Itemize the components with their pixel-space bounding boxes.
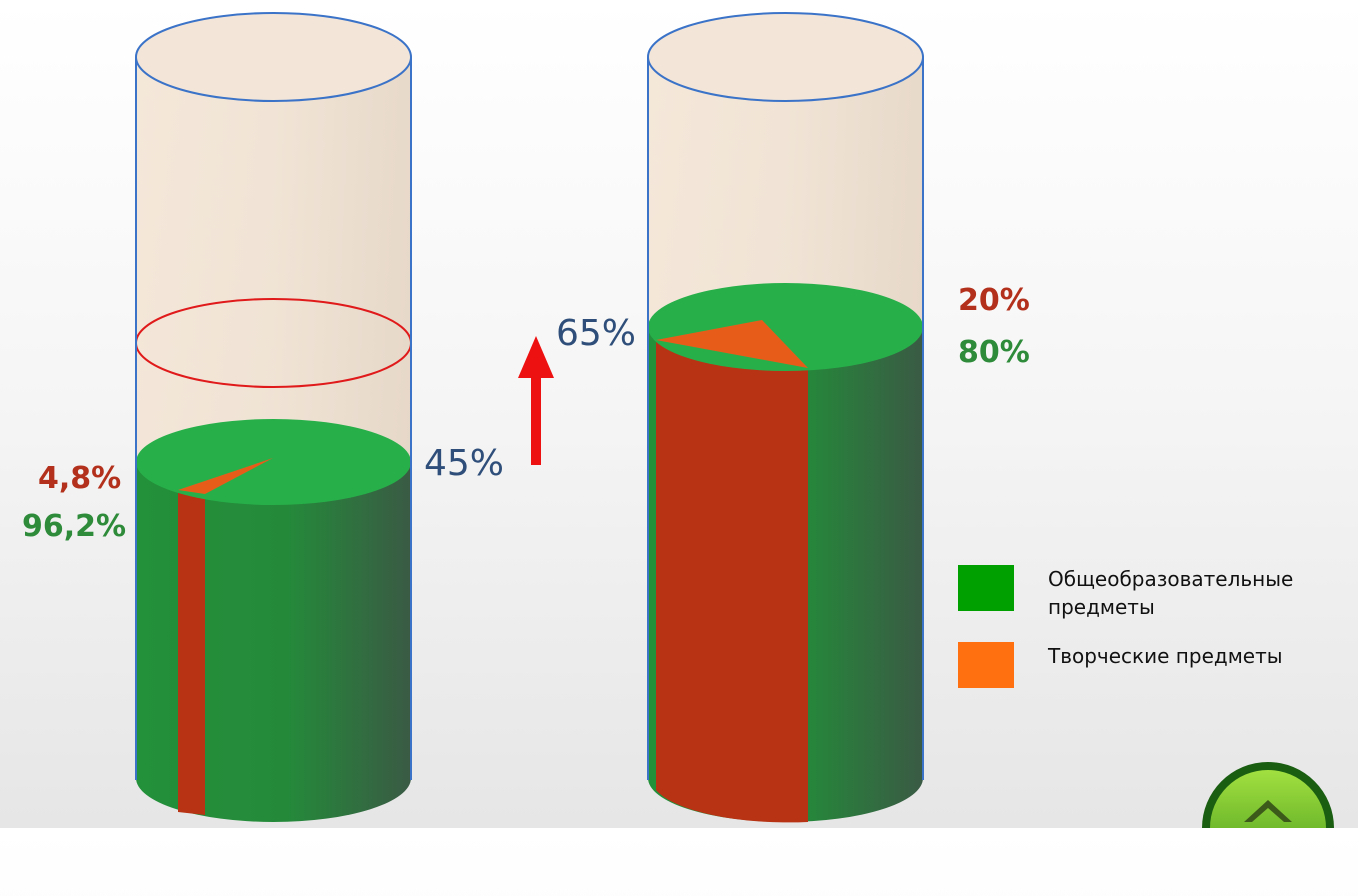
right-pie-slice-orange — [656, 320, 808, 368]
right-general-percent: 80% — [958, 335, 1030, 370]
right-glass-top — [647, 12, 924, 102]
right-total-level: 65% — [556, 313, 637, 354]
left-creative-percent: 4,8% — [38, 461, 122, 496]
left-fill-side-orange-strip — [178, 490, 205, 815]
legend-swatch-creative — [958, 642, 1014, 688]
legend-label-creative: Творческие предметы — [1048, 644, 1283, 668]
legend-label-general: Общеобразовательные предметы — [1048, 565, 1293, 621]
left-glass-top — [135, 12, 412, 102]
legend-swatch-general — [958, 565, 1014, 611]
cylinder-chart — [135, 12, 924, 823]
increase-arrow-head — [518, 336, 554, 378]
increase-arrow-shaft — [531, 375, 541, 465]
home-button[interactable] — [1200, 760, 1336, 896]
left-cylinder — [135, 12, 412, 822]
left-general-percent: 96,2% — [22, 509, 127, 544]
left-pie-slice-orange — [178, 458, 273, 494]
left-fill-side-green — [136, 462, 411, 822]
legend-label-general-line2: предметы — [1048, 595, 1155, 619]
increase-arrow — [518, 336, 554, 465]
right-fill-side-orange — [656, 342, 808, 823]
left-total-level: 45% — [424, 443, 505, 484]
right-creative-percent: 20% — [958, 283, 1030, 318]
left-fill-top — [136, 419, 411, 505]
legend-label-general-line1: Общеобразовательные — [1048, 567, 1294, 591]
right-cylinder — [647, 12, 924, 823]
home-icon — [1202, 762, 1334, 894]
